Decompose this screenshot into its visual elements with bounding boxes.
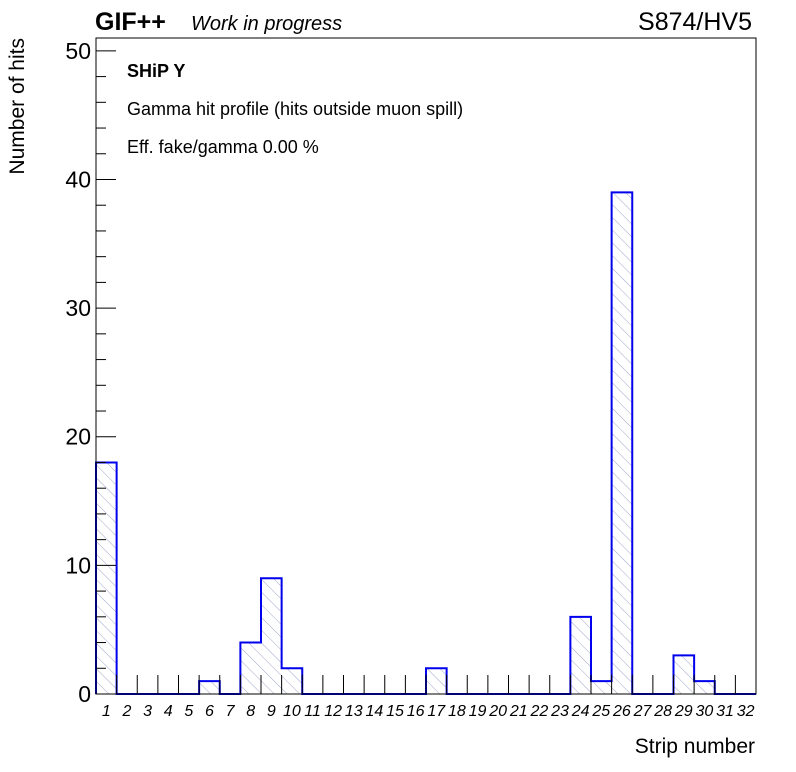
x-tick-label: 32 [737, 703, 755, 720]
bar-strip-24 [570, 616, 591, 694]
y-tick-label: 50 [65, 38, 91, 64]
bar-strip-8 [240, 642, 261, 694]
y-tick-label: 20 [65, 424, 91, 450]
x-tick-label: 8 [246, 703, 255, 720]
x-tick-label: 12 [324, 703, 342, 720]
bar-strip-10 [281, 668, 303, 694]
x-tick-label: 26 [612, 703, 631, 720]
outline-layer [95, 191, 756, 695]
x-axis-title: Strip number [635, 735, 755, 758]
x-tick-label: 30 [696, 703, 714, 720]
y-axis: 0 10 20 30 40 50 [65, 38, 116, 707]
x-tick-label: 20 [488, 703, 507, 720]
x-tick-label: 17 [427, 703, 446, 720]
efficiency-label: Eff. fake/gamma 0.00 % [127, 137, 319, 157]
x-tick-label: 28 [653, 703, 672, 720]
x-tick-label: 29 [674, 703, 693, 720]
brand-label: GIF++ [95, 8, 166, 36]
y-axis-title: Number of hits [6, 38, 29, 175]
bar-strip-26 [611, 192, 633, 694]
x-tick-label: 3 [143, 703, 152, 720]
plot-frame [95, 37, 757, 695]
x-tick-label: 4 [164, 703, 173, 720]
bar-strip-17 [426, 668, 447, 694]
x-tick-label: 14 [366, 703, 384, 720]
x-tick-label: 31 [716, 703, 734, 720]
x-tick-label: 13 [345, 703, 363, 720]
bar-strip-1 [96, 462, 117, 694]
x-tick-label: 9 [267, 703, 276, 720]
bar-strip-6 [199, 681, 220, 694]
x-axis: 1 2 3 4 5 6 7 8 9 10 11 12 13 14 15 16 17 18 19 20 21 22 23 24 2… [102, 675, 755, 720]
x-tick-label: 21 [509, 703, 528, 720]
y-tick-label: 0 [78, 681, 91, 707]
x-tick-label: 22 [530, 703, 549, 720]
x-tick-label: 19 [469, 703, 487, 720]
x-tick-label: 15 [386, 703, 404, 720]
bar-strip-30 [694, 681, 715, 694]
profile-title: Gamma hit profile (hits outside muon spi… [127, 99, 463, 119]
x-tick-label: 5 [184, 703, 193, 720]
x-tick-label: 25 [591, 703, 610, 720]
x-tick-label: 11 [304, 703, 321, 720]
x-tick-label: 24 [571, 703, 590, 720]
x-tick-label: 16 [407, 703, 425, 720]
y-tick-label: 30 [65, 295, 91, 321]
histogram-outline [95, 191, 756, 695]
x-tick-label: 1 [102, 703, 111, 720]
x-tick-label: 6 [205, 703, 214, 720]
run-label: S874/HV5 [638, 8, 752, 36]
bar-strip-29 [673, 655, 695, 694]
x-tick-label: 7 [226, 703, 236, 720]
x-tick-label: 10 [283, 703, 301, 720]
x-tick-label: 2 [121, 703, 131, 720]
y-tick-label: 40 [65, 166, 91, 192]
status-label: Work in progress [191, 13, 342, 35]
bar-strip-9 [261, 578, 282, 694]
x-tick-label: 23 [550, 703, 569, 720]
bar-strip-25 [591, 681, 612, 694]
y-tick-label: 10 [65, 552, 91, 578]
x-tick-label: 18 [448, 703, 466, 720]
x-tick-label: 27 [633, 703, 653, 720]
detector-label: SHiP Y [127, 61, 185, 81]
bars-layer [96, 192, 715, 694]
